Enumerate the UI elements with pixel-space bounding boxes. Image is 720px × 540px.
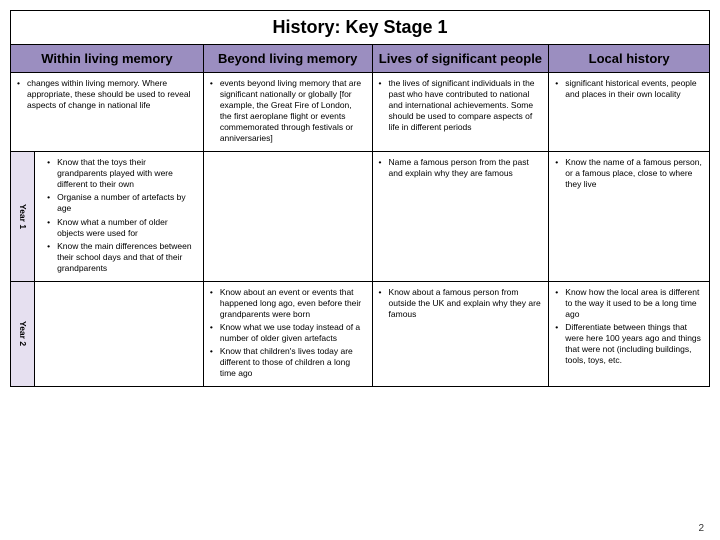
intro-col4: significant historical events, people an… [549, 73, 710, 152]
header-col1: Within living memory [11, 45, 204, 73]
intro-col2-item: events beyond living memory that are sig… [210, 78, 366, 144]
header-col3: Lives of significant people [372, 45, 549, 73]
year1-col1: Know that the toys their grandparents pl… [35, 152, 204, 281]
intro-col2: events beyond living memory that are sig… [203, 73, 372, 152]
year2-label: Year 2 [11, 281, 35, 386]
page-number: 2 [698, 523, 704, 534]
year2-col3: Know about a famous person from outside … [372, 281, 549, 386]
header-row: Within living memory Beyond living memor… [11, 45, 710, 73]
year2-col2-a: Know about an event or events that happe… [210, 287, 366, 320]
header-col4: Local history [549, 45, 710, 73]
year1-col3: Name a famous person from the past and e… [372, 152, 549, 281]
year2-col4-b: Differentiate between things that were h… [555, 322, 703, 366]
intro-col1-item: changes within living memory. Where appr… [17, 78, 197, 111]
year1-col1-c: Know what a number of older objects were… [47, 217, 197, 239]
year2-row: Year 2 Know about an event or events tha… [11, 281, 710, 386]
year1-col1-b: Organise a number of artefacts by age [47, 192, 197, 214]
year1-col1-d: Know the main differences between their … [47, 241, 197, 274]
year2-col2: Know about an event or events that happe… [203, 281, 372, 386]
year2-col1 [35, 281, 204, 386]
year1-row: Year 1 Know that the toys their grandpar… [11, 152, 710, 281]
year1-col1-a: Know that the toys their grandparents pl… [47, 157, 197, 190]
year2-col2-b: Know what we use today instead of a numb… [210, 322, 366, 344]
year1-label: Year 1 [11, 152, 35, 281]
year1-col2 [203, 152, 372, 281]
curriculum-table: History: Key Stage 1 Within living memor… [10, 10, 710, 387]
title-row: History: Key Stage 1 [11, 11, 710, 45]
intro-col4-item: significant historical events, people an… [555, 78, 703, 100]
intro-row: changes within living memory. Where appr… [11, 73, 710, 152]
year2-col3-item: Know about a famous person from outside … [379, 287, 543, 320]
year2-col4: Know how the local area is different to … [549, 281, 710, 386]
year2-col4-a: Know how the local area is different to … [555, 287, 703, 320]
header-col2: Beyond living memory [203, 45, 372, 73]
year1-col4-item: Know the name of a famous person, or a f… [555, 157, 703, 190]
page-title: History: Key Stage 1 [11, 11, 710, 45]
intro-col3-item: the lives of significant individuals in … [379, 78, 543, 133]
year1-col3-item: Name a famous person from the past and e… [379, 157, 543, 179]
year2-col2-c: Know that children's lives today are dif… [210, 346, 366, 379]
intro-col1: changes within living memory. Where appr… [11, 73, 204, 152]
year1-col4: Know the name of a famous person, or a f… [549, 152, 710, 281]
intro-col3: the lives of significant individuals in … [372, 73, 549, 152]
